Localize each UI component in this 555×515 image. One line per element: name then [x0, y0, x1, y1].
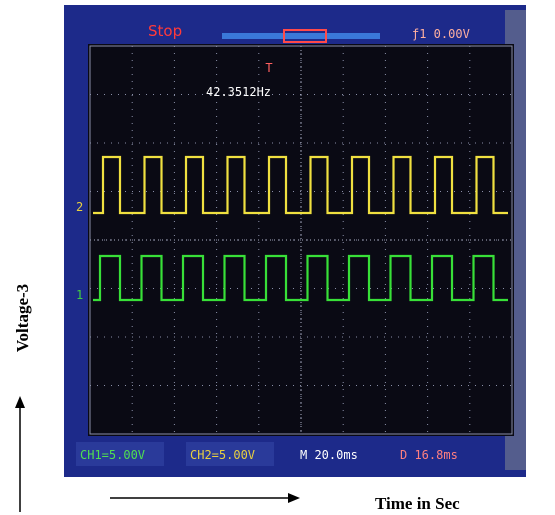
screen-border	[89, 45, 513, 435]
trigger-info: ƒ1 0.00V	[412, 27, 470, 41]
footer-box	[76, 442, 164, 466]
ch2-scale: CH2=5.00V	[190, 448, 255, 462]
waveform	[93, 155, 508, 215]
channel-marker: 2	[76, 200, 83, 214]
ch1-scale: CH1=5.00V	[80, 448, 145, 462]
grid	[89, 45, 513, 435]
channel-marker: 1	[76, 288, 83, 302]
x-arrow-head	[288, 493, 300, 503]
y-arrow-head	[15, 396, 25, 408]
memory-bar	[222, 33, 380, 39]
status: Stop	[148, 22, 182, 40]
delay: D 16.8ms	[400, 448, 458, 462]
waveforms	[93, 155, 508, 302]
x-axis-label: Time in Sec	[375, 494, 460, 513]
frequency: 42.3512Hz	[206, 85, 271, 99]
timebase: M 20.0ms	[300, 448, 358, 462]
footer-box	[186, 442, 274, 466]
y-axis-label: Voltage-3	[13, 284, 32, 352]
waveform	[93, 254, 508, 302]
trigger-marker: T	[265, 61, 272, 75]
memory-window	[283, 29, 327, 43]
